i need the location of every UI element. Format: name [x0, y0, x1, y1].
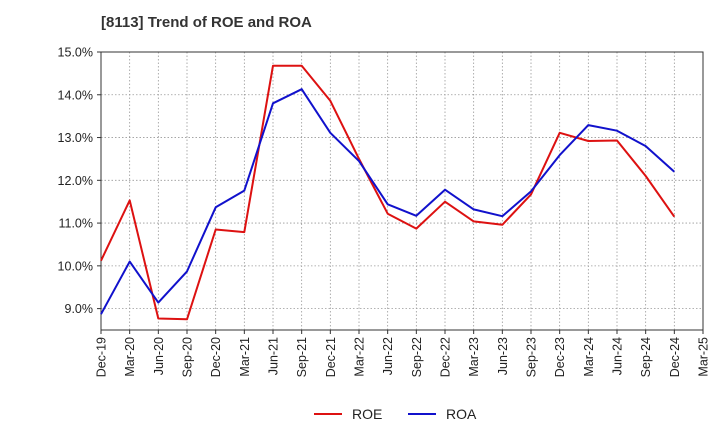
x-tick-label: Mar-25	[697, 337, 711, 377]
y-tick-label: 15.0%	[58, 46, 93, 60]
series-line-roa	[100, 88, 675, 315]
y-tick-label: 11.0%	[58, 217, 93, 231]
axes: 9.0% 10.0% 11.0% 12.0% 13.0% 14.0% 15.0% Dec-19…	[58, 46, 711, 378]
series-lines	[100, 64, 676, 321]
x-tick-label: Mar-21	[238, 337, 252, 377]
series-line-roe	[100, 64, 676, 321]
x-tick-label: Jun-24	[611, 337, 625, 375]
x-tick-label: Sep-20	[181, 337, 195, 377]
legend: ROE ROA	[314, 406, 477, 422]
x-tick-label: Mar-22	[353, 337, 367, 377]
x-tick-label: Sep-21	[295, 337, 309, 377]
x-tick-label: Sep-22	[410, 337, 424, 377]
x-tick-label: Dec-22	[439, 337, 453, 377]
x-tick-label: Sep-23	[525, 337, 539, 377]
y-tick-label: 12.0%	[58, 174, 93, 188]
x-tick-label: Mar-24	[582, 337, 596, 377]
x-tick-label: Dec-23	[553, 337, 567, 377]
y-tick-label: 10.0%	[58, 259, 93, 273]
x-tick-label: Sep-24	[639, 337, 653, 377]
x-tick-label: Dec-20	[209, 337, 223, 377]
legend-label-roa: ROA	[446, 406, 477, 422]
x-tick-label: Dec-21	[324, 337, 338, 377]
plot-frame	[100, 51, 704, 331]
x-tick-label: Jun-23	[496, 337, 510, 375]
legend-label-roe: ROE	[352, 406, 382, 422]
y-tick-label: 13.0%	[58, 131, 93, 145]
chart-title: [8113] Trend of ROE and ROA	[101, 14, 312, 31]
x-tick-label: Jun-21	[267, 337, 281, 375]
x-tick-label: Mar-20	[123, 337, 137, 377]
x-tick-label: Mar-23	[467, 337, 481, 377]
y-tick-label: 14.0%	[58, 88, 93, 102]
x-tick-label: Dec-19	[95, 337, 109, 377]
grid-lines	[101, 52, 703, 330]
x-tick-label: Jun-22	[381, 337, 395, 375]
x-tick-label: Jun-20	[152, 337, 166, 375]
x-tick-label: Dec-24	[668, 337, 682, 377]
y-tick-label: 9.0%	[65, 302, 94, 316]
